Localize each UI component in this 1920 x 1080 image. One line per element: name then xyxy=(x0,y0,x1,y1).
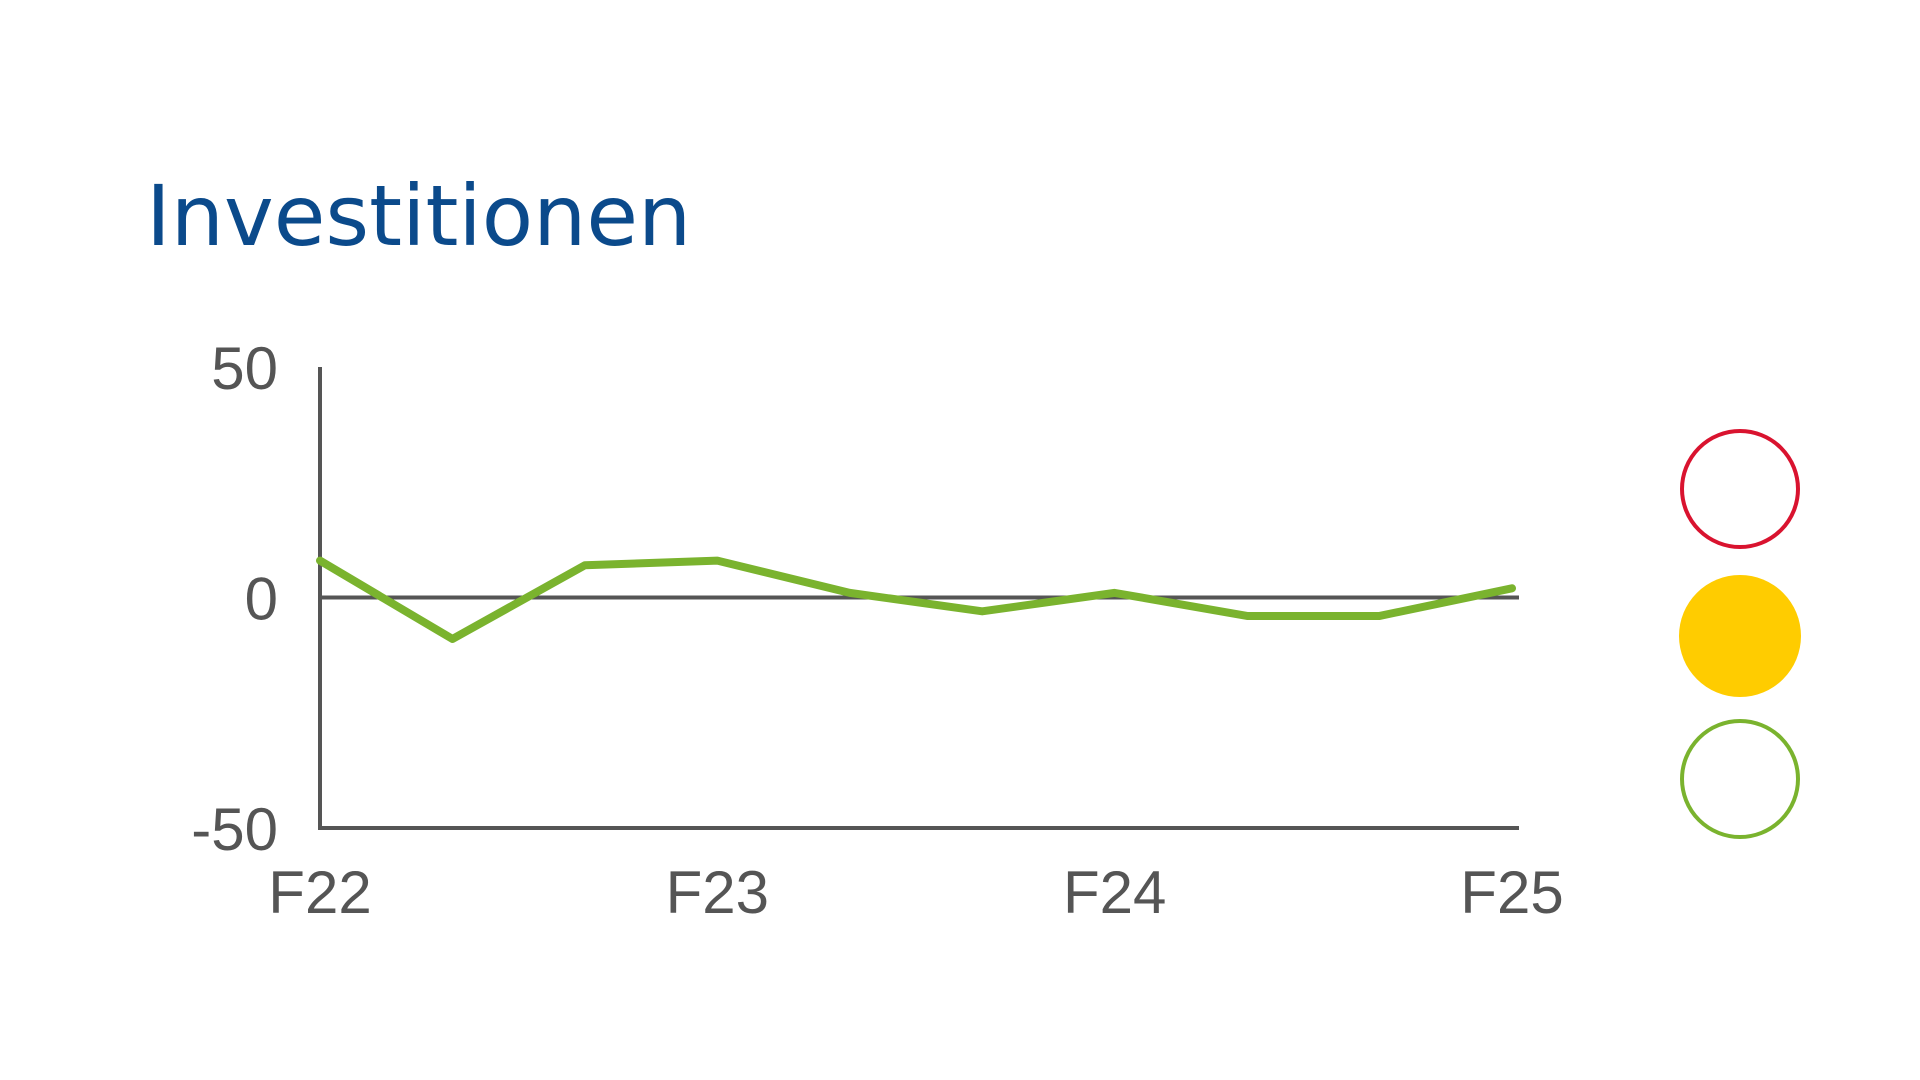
x-tick-label: F22 xyxy=(268,859,371,926)
data-line xyxy=(316,556,1516,643)
x-tick-label: F24 xyxy=(1063,859,1166,926)
y-tick-label: -50 xyxy=(191,796,278,863)
y-tick-label: 0 xyxy=(245,566,278,633)
x-tick-label: F23 xyxy=(666,859,769,926)
chart-title: Investitionen xyxy=(146,167,691,265)
status-light-red xyxy=(1680,429,1800,549)
x-tick-label: F25 xyxy=(1460,859,1563,926)
status-light-green xyxy=(1680,719,1800,839)
y-tick-label: 50 xyxy=(211,335,278,402)
status-light-yellow xyxy=(1679,575,1801,697)
